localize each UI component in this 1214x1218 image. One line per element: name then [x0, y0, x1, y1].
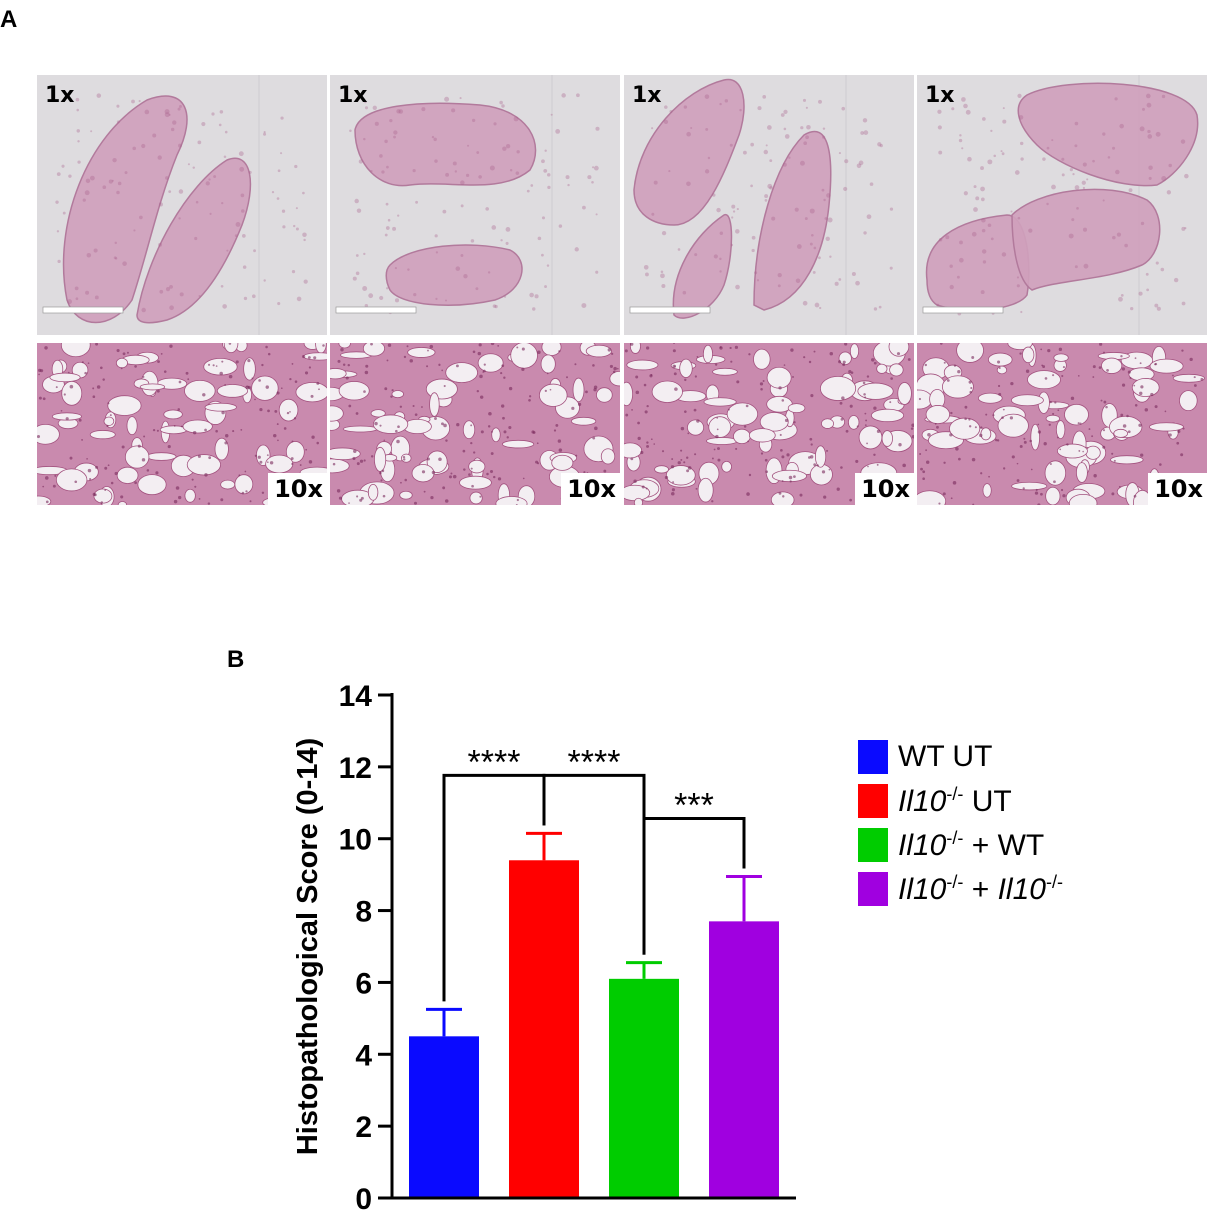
- y-tick-label: 8: [355, 896, 372, 929]
- magnification-1x-label: 1x: [338, 83, 368, 108]
- legend-label: Il10-/- + WT: [898, 828, 1045, 862]
- panel-a-letter: A: [0, 6, 18, 33]
- magnification-1x-label: 1x: [632, 83, 662, 108]
- y-tick-label: 6: [355, 967, 372, 1000]
- legend-label: Il10-/- + Il10-/-: [898, 872, 1063, 906]
- bar-4: [709, 921, 779, 1198]
- bar-3: [609, 978, 679, 1198]
- magnification-10x-label: 10x: [855, 473, 914, 505]
- y-tick-label: 2: [355, 1111, 372, 1144]
- micrograph-10x-4: 10x: [917, 343, 1207, 505]
- micrograph-10x-2: 10x: [330, 343, 620, 505]
- micrograph-10x-1: 10x: [37, 343, 327, 505]
- legend-label: WT UT: [898, 740, 993, 773]
- micrograph-1x-1: 1x: [37, 75, 327, 335]
- legend-label: Il10-/- UT: [898, 784, 1012, 818]
- panel-b-letter: B: [227, 646, 245, 673]
- bar-1: [409, 1036, 479, 1198]
- micrograph-1x-2: 1x: [330, 75, 620, 335]
- significance-label-2: ****: [568, 743, 621, 781]
- magnification-10x-label: 10x: [268, 473, 327, 505]
- micrograph-1x-4: 1x: [917, 75, 1207, 335]
- y-tick-label: 14: [339, 680, 373, 713]
- significance-label-3: ***: [674, 786, 714, 824]
- bar-2: [509, 860, 579, 1198]
- y-tick-label: 4: [355, 1039, 372, 1072]
- legend-swatch: [858, 784, 888, 818]
- magnification-1x-label: 1x: [45, 83, 75, 108]
- significance-bracket-3: [642, 816, 746, 955]
- magnification-1x-label: 1x: [925, 83, 955, 108]
- y-tick-label: 0: [355, 1183, 372, 1216]
- magnification-10x-label: 10x: [561, 473, 620, 505]
- significance-label-1: ****: [468, 743, 521, 781]
- micrograph-10x-3: 10x: [624, 343, 914, 505]
- legend-swatch: [858, 828, 888, 862]
- legend-swatch: [858, 740, 888, 774]
- y-axis-label: Histopathological Score (0-14): [292, 738, 324, 1155]
- y-tick-label: 12: [339, 752, 372, 785]
- micrograph-1x-3: 1x: [624, 75, 914, 335]
- y-tick-label: 10: [339, 824, 372, 857]
- legend-swatch: [858, 872, 888, 906]
- magnification-10x-label: 10x: [1148, 473, 1207, 505]
